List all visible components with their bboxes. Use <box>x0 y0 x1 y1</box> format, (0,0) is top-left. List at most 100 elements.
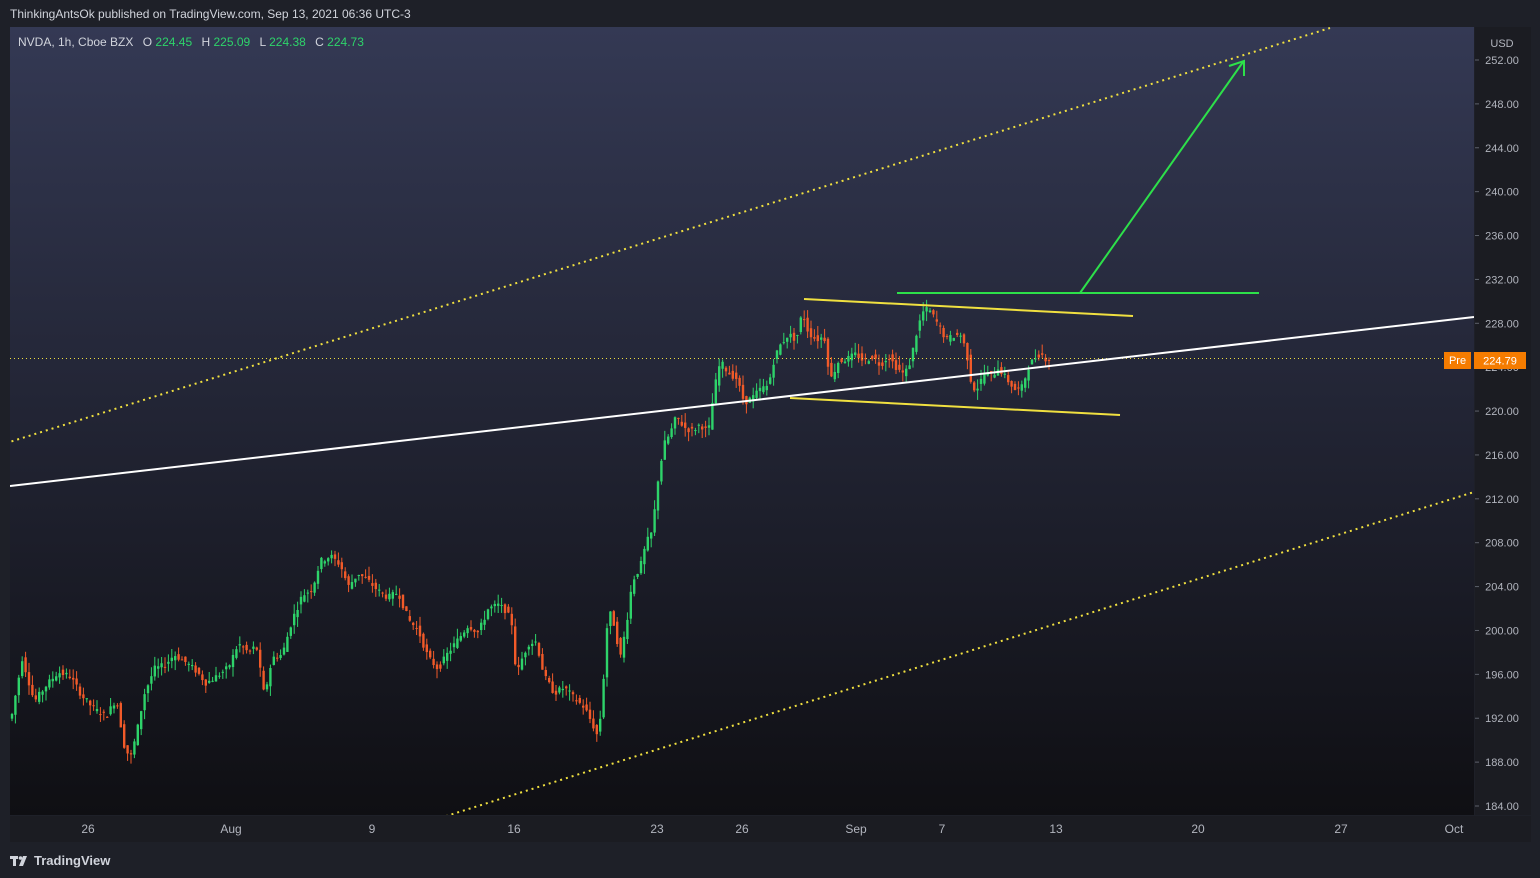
candle-body <box>898 364 901 370</box>
candle-body <box>109 706 112 715</box>
candle-body <box>1027 369 1030 381</box>
candle-body <box>119 703 122 728</box>
candle-body <box>735 372 738 379</box>
candle-body <box>833 371 836 380</box>
open-label: O <box>143 35 152 49</box>
pre-tag-label: Pre <box>1449 355 1466 367</box>
candle-body <box>252 646 255 649</box>
price-tick-label: 216.00 <box>1485 450 1519 462</box>
candle-body <box>949 335 952 342</box>
candle-body <box>72 677 75 680</box>
candle-body <box>160 663 163 668</box>
candle-body <box>646 536 649 551</box>
candle-body <box>724 367 728 372</box>
candle-body <box>534 641 537 643</box>
low-value: 224.38 <box>269 35 306 49</box>
candle-body <box>520 658 524 670</box>
time-tick-label: 20 <box>1191 822 1205 836</box>
publish-header: ThinkingAntsOk published on TradingView.… <box>0 0 1540 27</box>
candle-body <box>418 625 422 637</box>
candle-body <box>133 741 136 755</box>
flag-upper-line[interactable] <box>803 298 1134 317</box>
candle-body <box>687 428 690 433</box>
candle-body <box>136 724 139 746</box>
candle-body <box>945 335 949 337</box>
candle-body <box>639 560 643 574</box>
time-axis-background <box>10 816 1531 842</box>
price-tick-label: 228.00 <box>1485 318 1519 330</box>
candle-body <box>483 619 486 625</box>
candle-body <box>95 709 99 712</box>
candle-body <box>439 664 442 669</box>
target-arrow-shaft[interactable] <box>1079 61 1244 294</box>
white-trendline[interactable] <box>10 316 1474 487</box>
symbol-label: NVDA, 1h, Cboe BZX <box>18 35 133 49</box>
candle-body <box>650 532 653 539</box>
candle-body <box>554 690 558 695</box>
candle-body <box>979 378 983 384</box>
candle-body <box>296 609 299 618</box>
candle-body <box>884 360 887 363</box>
candle-body <box>840 358 843 363</box>
candle-body <box>112 705 116 709</box>
candle-body <box>928 310 932 313</box>
candle-body <box>208 680 211 683</box>
candle-body <box>214 675 218 682</box>
candle-body <box>901 370 904 373</box>
price-tick-label: 184.00 <box>1485 801 1519 813</box>
candle-body <box>820 337 823 340</box>
close-label: C <box>315 35 324 49</box>
candle-body <box>282 647 286 655</box>
candle-body <box>602 678 605 718</box>
candle-body <box>507 606 510 613</box>
candle-body <box>303 595 306 602</box>
candle-body <box>779 344 782 355</box>
candle-body <box>456 638 459 648</box>
candle-body <box>565 686 568 689</box>
candle-body <box>388 593 391 600</box>
candle-body <box>894 360 898 370</box>
flag-lower-line[interactable] <box>789 397 1121 416</box>
candle-body <box>191 665 194 667</box>
candle-body <box>272 656 275 665</box>
candle-body <box>956 332 959 335</box>
candle-body <box>225 666 228 670</box>
candle-body <box>633 579 636 594</box>
tradingview-logo[interactable]: TradingView <box>10 853 110 868</box>
candle-body <box>843 361 847 364</box>
channel-upper-dotted-line[interactable] <box>0 27 1331 445</box>
candle-body <box>636 574 639 577</box>
candle-body <box>41 691 44 695</box>
plot-area[interactable] <box>0 27 1474 818</box>
channel-lower-dotted-line[interactable] <box>440 491 1474 818</box>
candle-body <box>952 338 955 341</box>
candle-body <box>24 657 27 673</box>
candle-body <box>429 650 432 658</box>
candle-body <box>752 395 755 402</box>
candle-body <box>867 361 870 364</box>
candle-body <box>10 713 14 719</box>
time-tick-label: 26 <box>735 822 749 836</box>
candle-body <box>235 649 238 658</box>
candle-body <box>463 632 466 637</box>
candle-body <box>643 548 646 565</box>
candle-body <box>908 365 911 370</box>
candle-body <box>653 509 656 533</box>
price-tick-label: 244.00 <box>1485 143 1519 155</box>
candle-body <box>571 692 575 695</box>
time-tick-label: 27 <box>1334 822 1348 836</box>
candle-body <box>738 377 741 386</box>
high-label: H <box>201 35 210 49</box>
candle-body <box>762 386 765 393</box>
high-value: 225.09 <box>213 35 250 49</box>
candle-body <box>694 430 697 432</box>
candle-body <box>65 672 68 675</box>
candle-body <box>915 335 918 352</box>
pre-tag-background <box>1444 352 1471 369</box>
price-tick-label: 188.00 <box>1485 757 1519 769</box>
time-axis[interactable]: 26 Aug 9 16 23 26 Sep 7 13 20 27 Oct <box>81 822 1464 836</box>
candle-body <box>371 583 374 586</box>
candle-body <box>1013 383 1017 391</box>
candle-body <box>469 627 473 630</box>
